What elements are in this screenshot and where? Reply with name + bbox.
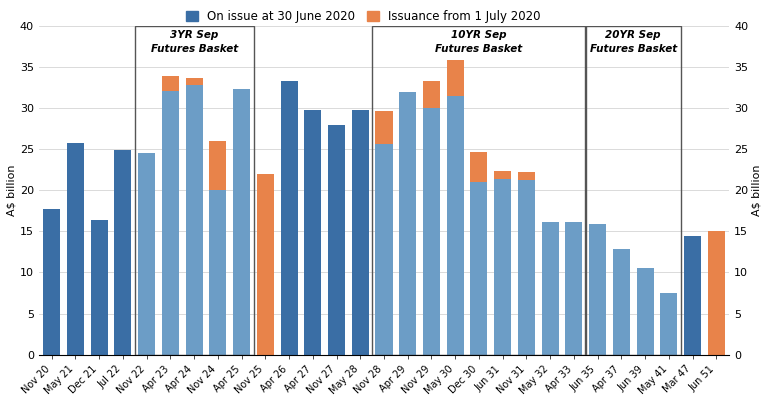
Bar — [43, 209, 61, 355]
Bar — [280, 81, 298, 355]
Y-axis label: A$ billion: A$ billion — [751, 164, 761, 216]
Bar — [707, 231, 725, 355]
Bar — [541, 222, 558, 355]
Bar — [186, 79, 203, 85]
Bar — [494, 170, 511, 179]
Bar — [470, 182, 488, 355]
Bar — [613, 249, 630, 355]
Bar — [376, 111, 392, 144]
Bar — [637, 268, 654, 355]
Text: 10YR Sep
Futures Basket: 10YR Sep Futures Basket — [435, 30, 522, 54]
Bar — [518, 181, 535, 355]
Y-axis label: A$ billion: A$ billion — [7, 164, 17, 216]
Bar — [114, 150, 131, 355]
Bar — [589, 224, 606, 355]
Bar — [565, 222, 582, 355]
Legend: On issue at 30 June 2020, Issuance from 1 July 2020: On issue at 30 June 2020, Issuance from … — [181, 6, 545, 28]
Bar — [352, 110, 369, 355]
Bar — [684, 236, 701, 355]
Bar — [423, 108, 440, 355]
Bar — [423, 81, 440, 108]
Text: 20YR Sep
Futures Basket: 20YR Sep Futures Basket — [590, 30, 677, 54]
Bar — [162, 91, 179, 355]
Bar — [328, 125, 345, 355]
Bar — [447, 96, 464, 355]
Bar — [304, 110, 321, 355]
Bar — [518, 172, 535, 181]
Bar — [257, 174, 274, 355]
Bar — [138, 153, 155, 355]
Bar — [233, 89, 250, 355]
Bar — [210, 190, 227, 355]
Bar — [376, 144, 392, 355]
Bar — [210, 141, 227, 190]
Bar — [162, 76, 179, 91]
Bar — [67, 143, 84, 355]
Bar — [186, 85, 203, 355]
Bar — [494, 179, 511, 355]
Bar — [447, 60, 464, 96]
Bar — [660, 293, 677, 355]
Bar — [470, 152, 488, 182]
Bar — [399, 91, 416, 355]
Text: 3YR Sep
Futures Basket: 3YR Sep Futures Basket — [151, 30, 238, 54]
Bar — [91, 220, 108, 355]
